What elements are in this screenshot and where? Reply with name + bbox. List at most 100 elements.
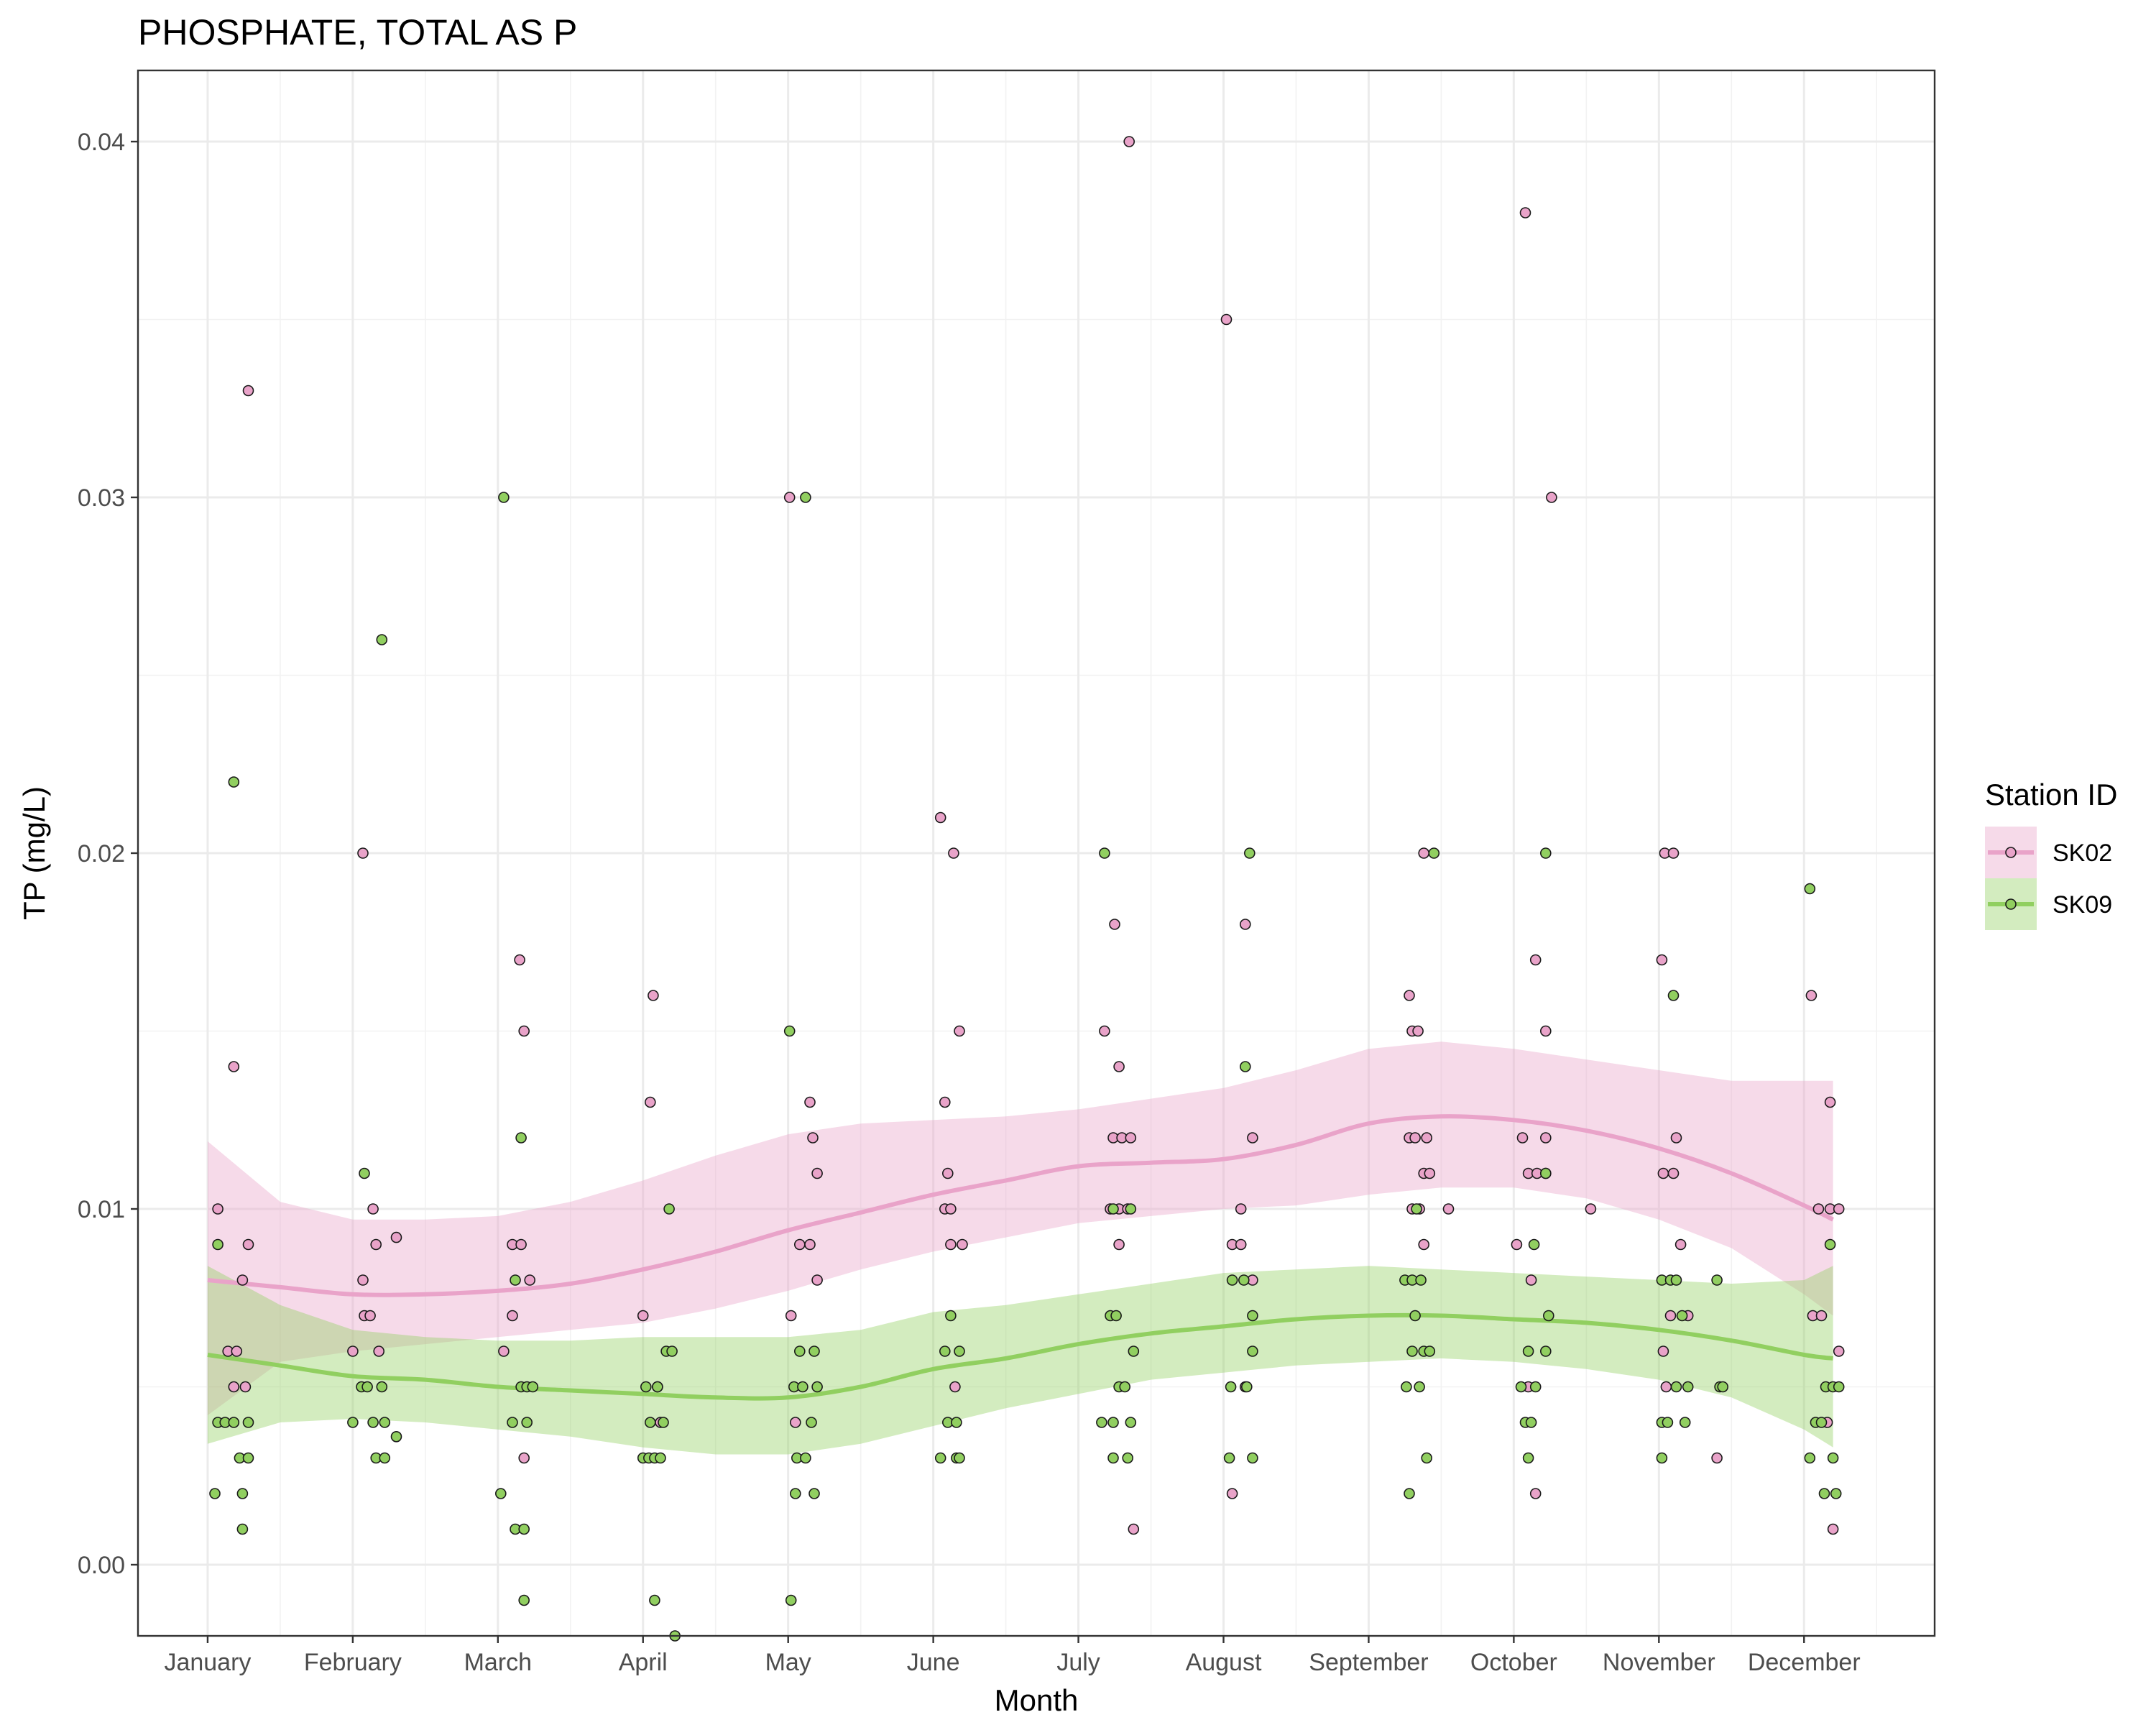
data-point-sk09 xyxy=(390,1431,402,1443)
data-point-sk09 xyxy=(242,1452,254,1464)
data-point-sk02 xyxy=(347,1346,359,1357)
data-point-sk02 xyxy=(1220,313,1233,326)
data-point-sk09 xyxy=(1240,1061,1251,1072)
data-point-sk09 xyxy=(644,1417,656,1428)
x-tick-label: February xyxy=(304,1649,402,1676)
data-point-sk09 xyxy=(347,1417,359,1428)
data-point-sk09 xyxy=(1414,1381,1425,1393)
data-point-sk09 xyxy=(209,1488,221,1499)
data-points xyxy=(209,136,1845,1642)
data-point-sk09 xyxy=(1122,1452,1133,1464)
data-point-sk02 xyxy=(648,990,659,1001)
data-point-sk09 xyxy=(379,1452,391,1464)
data-point-sk09 xyxy=(1107,1452,1119,1464)
data-point-sk09 xyxy=(1411,1203,1422,1215)
data-point-sk09 xyxy=(515,1132,527,1144)
data-point-sk09 xyxy=(800,492,811,503)
data-point-sk02 xyxy=(1128,1523,1140,1535)
data-point-sk09 xyxy=(1247,1452,1258,1464)
data-point-sk09 xyxy=(236,1488,249,1499)
data-point-sk09 xyxy=(1515,1381,1527,1393)
data-point-sk02 xyxy=(1099,1025,1110,1037)
legend: Station ID SK02 SK09 xyxy=(1985,778,2117,930)
data-point-sk02 xyxy=(1418,1238,1429,1251)
data-point-sk09 xyxy=(507,1417,518,1428)
data-point-sk09 xyxy=(1428,847,1440,859)
data-point-sk09 xyxy=(1404,1488,1415,1499)
data-point-sk02 xyxy=(364,1310,376,1322)
data-point-sk09 xyxy=(1225,1381,1237,1393)
x-tick-label: September xyxy=(1309,1649,1428,1676)
data-point-sk09 xyxy=(1424,1346,1436,1357)
data-point-sk09 xyxy=(1409,1310,1421,1322)
data-point-sk02 xyxy=(1240,919,1251,930)
data-point-sk09 xyxy=(1815,1417,1828,1428)
data-point-sk09 xyxy=(1119,1381,1130,1393)
data-point-sk09 xyxy=(806,1417,817,1428)
data-point-sk02 xyxy=(1123,136,1135,147)
data-point-sk02 xyxy=(1546,492,1557,503)
data-point-sk09 xyxy=(242,1417,254,1428)
data-point-sk02 xyxy=(1674,1238,1687,1251)
data-point-sk02 xyxy=(1442,1203,1455,1215)
data-point-sk09 xyxy=(1107,1203,1119,1215)
data-point-sk02 xyxy=(807,1132,819,1144)
data-point-sk09 xyxy=(1818,1488,1830,1499)
data-point-sk02 xyxy=(811,1167,823,1179)
data-point-sk09 xyxy=(640,1381,652,1393)
data-point-sk02 xyxy=(514,954,525,966)
data-point-sk02 xyxy=(1113,1061,1125,1072)
data-point-sk09 xyxy=(1667,990,1680,1001)
data-point-sk09 xyxy=(527,1381,539,1393)
data-point-sk02 xyxy=(518,1452,530,1464)
data-point-sk02 xyxy=(373,1346,385,1357)
data-point-sk02 xyxy=(1660,1381,1672,1393)
data-point-sk02 xyxy=(1516,1132,1529,1144)
data-point-sk09 xyxy=(1540,847,1552,859)
data-point-sk09 xyxy=(228,1417,240,1428)
data-point-sk02 xyxy=(1424,1167,1436,1179)
y-tick-label: 0.00 xyxy=(78,1552,125,1579)
data-point-sk09 xyxy=(808,1488,820,1499)
data-point-sk09 xyxy=(521,1417,533,1428)
data-point-sk09 xyxy=(939,1346,951,1357)
data-point-sk02 xyxy=(954,1025,965,1037)
data-point-sk09 xyxy=(1125,1417,1137,1428)
x-tick-label: January xyxy=(164,1649,251,1676)
data-point-sk02 xyxy=(945,1238,957,1251)
data-point-sk09 xyxy=(1670,1381,1682,1393)
legend-label: SK02 xyxy=(2053,840,2112,867)
data-point-sk02 xyxy=(1418,847,1429,859)
legend-item-sk09: SK09 xyxy=(1985,878,2112,930)
data-point-sk02 xyxy=(370,1238,382,1251)
data-point-sk09 xyxy=(1110,1310,1122,1322)
data-point-sk02 xyxy=(804,1096,816,1108)
data-point-sk02 xyxy=(1235,1203,1247,1215)
data-point-sk09 xyxy=(1244,847,1256,859)
data-point-sk09 xyxy=(359,1167,370,1179)
data-point-sk09 xyxy=(1099,847,1110,859)
data-point-sk02 xyxy=(1529,954,1542,966)
data-point-sk09 xyxy=(1711,1274,1723,1286)
data-point-sk02 xyxy=(228,1061,240,1072)
data-point-sk09 xyxy=(236,1523,249,1535)
data-point-sk09 xyxy=(658,1417,669,1428)
data-point-sk02 xyxy=(942,1167,954,1179)
data-point-sk02 xyxy=(1519,207,1531,218)
data-point-sk09 xyxy=(666,1346,678,1357)
data-point-sk02 xyxy=(949,1381,961,1393)
data-point-sk02 xyxy=(228,1381,240,1393)
data-point-sk09 xyxy=(1247,1346,1258,1357)
data-point-sk02 xyxy=(1412,1025,1424,1037)
data-point-sk02 xyxy=(1540,1132,1552,1144)
data-point-sk09 xyxy=(1522,1452,1534,1464)
data-point-sk02 xyxy=(1667,1167,1680,1179)
data-point-sk02 xyxy=(231,1346,243,1357)
data-point-sk02 xyxy=(1404,990,1415,1001)
data-point-sk02 xyxy=(1409,1132,1421,1144)
y-tick-label: 0.03 xyxy=(78,484,125,512)
y-tick-label: 0.02 xyxy=(78,840,125,868)
data-point-sk09 xyxy=(797,1381,808,1393)
trend-line-sk09 xyxy=(207,1312,1833,1401)
